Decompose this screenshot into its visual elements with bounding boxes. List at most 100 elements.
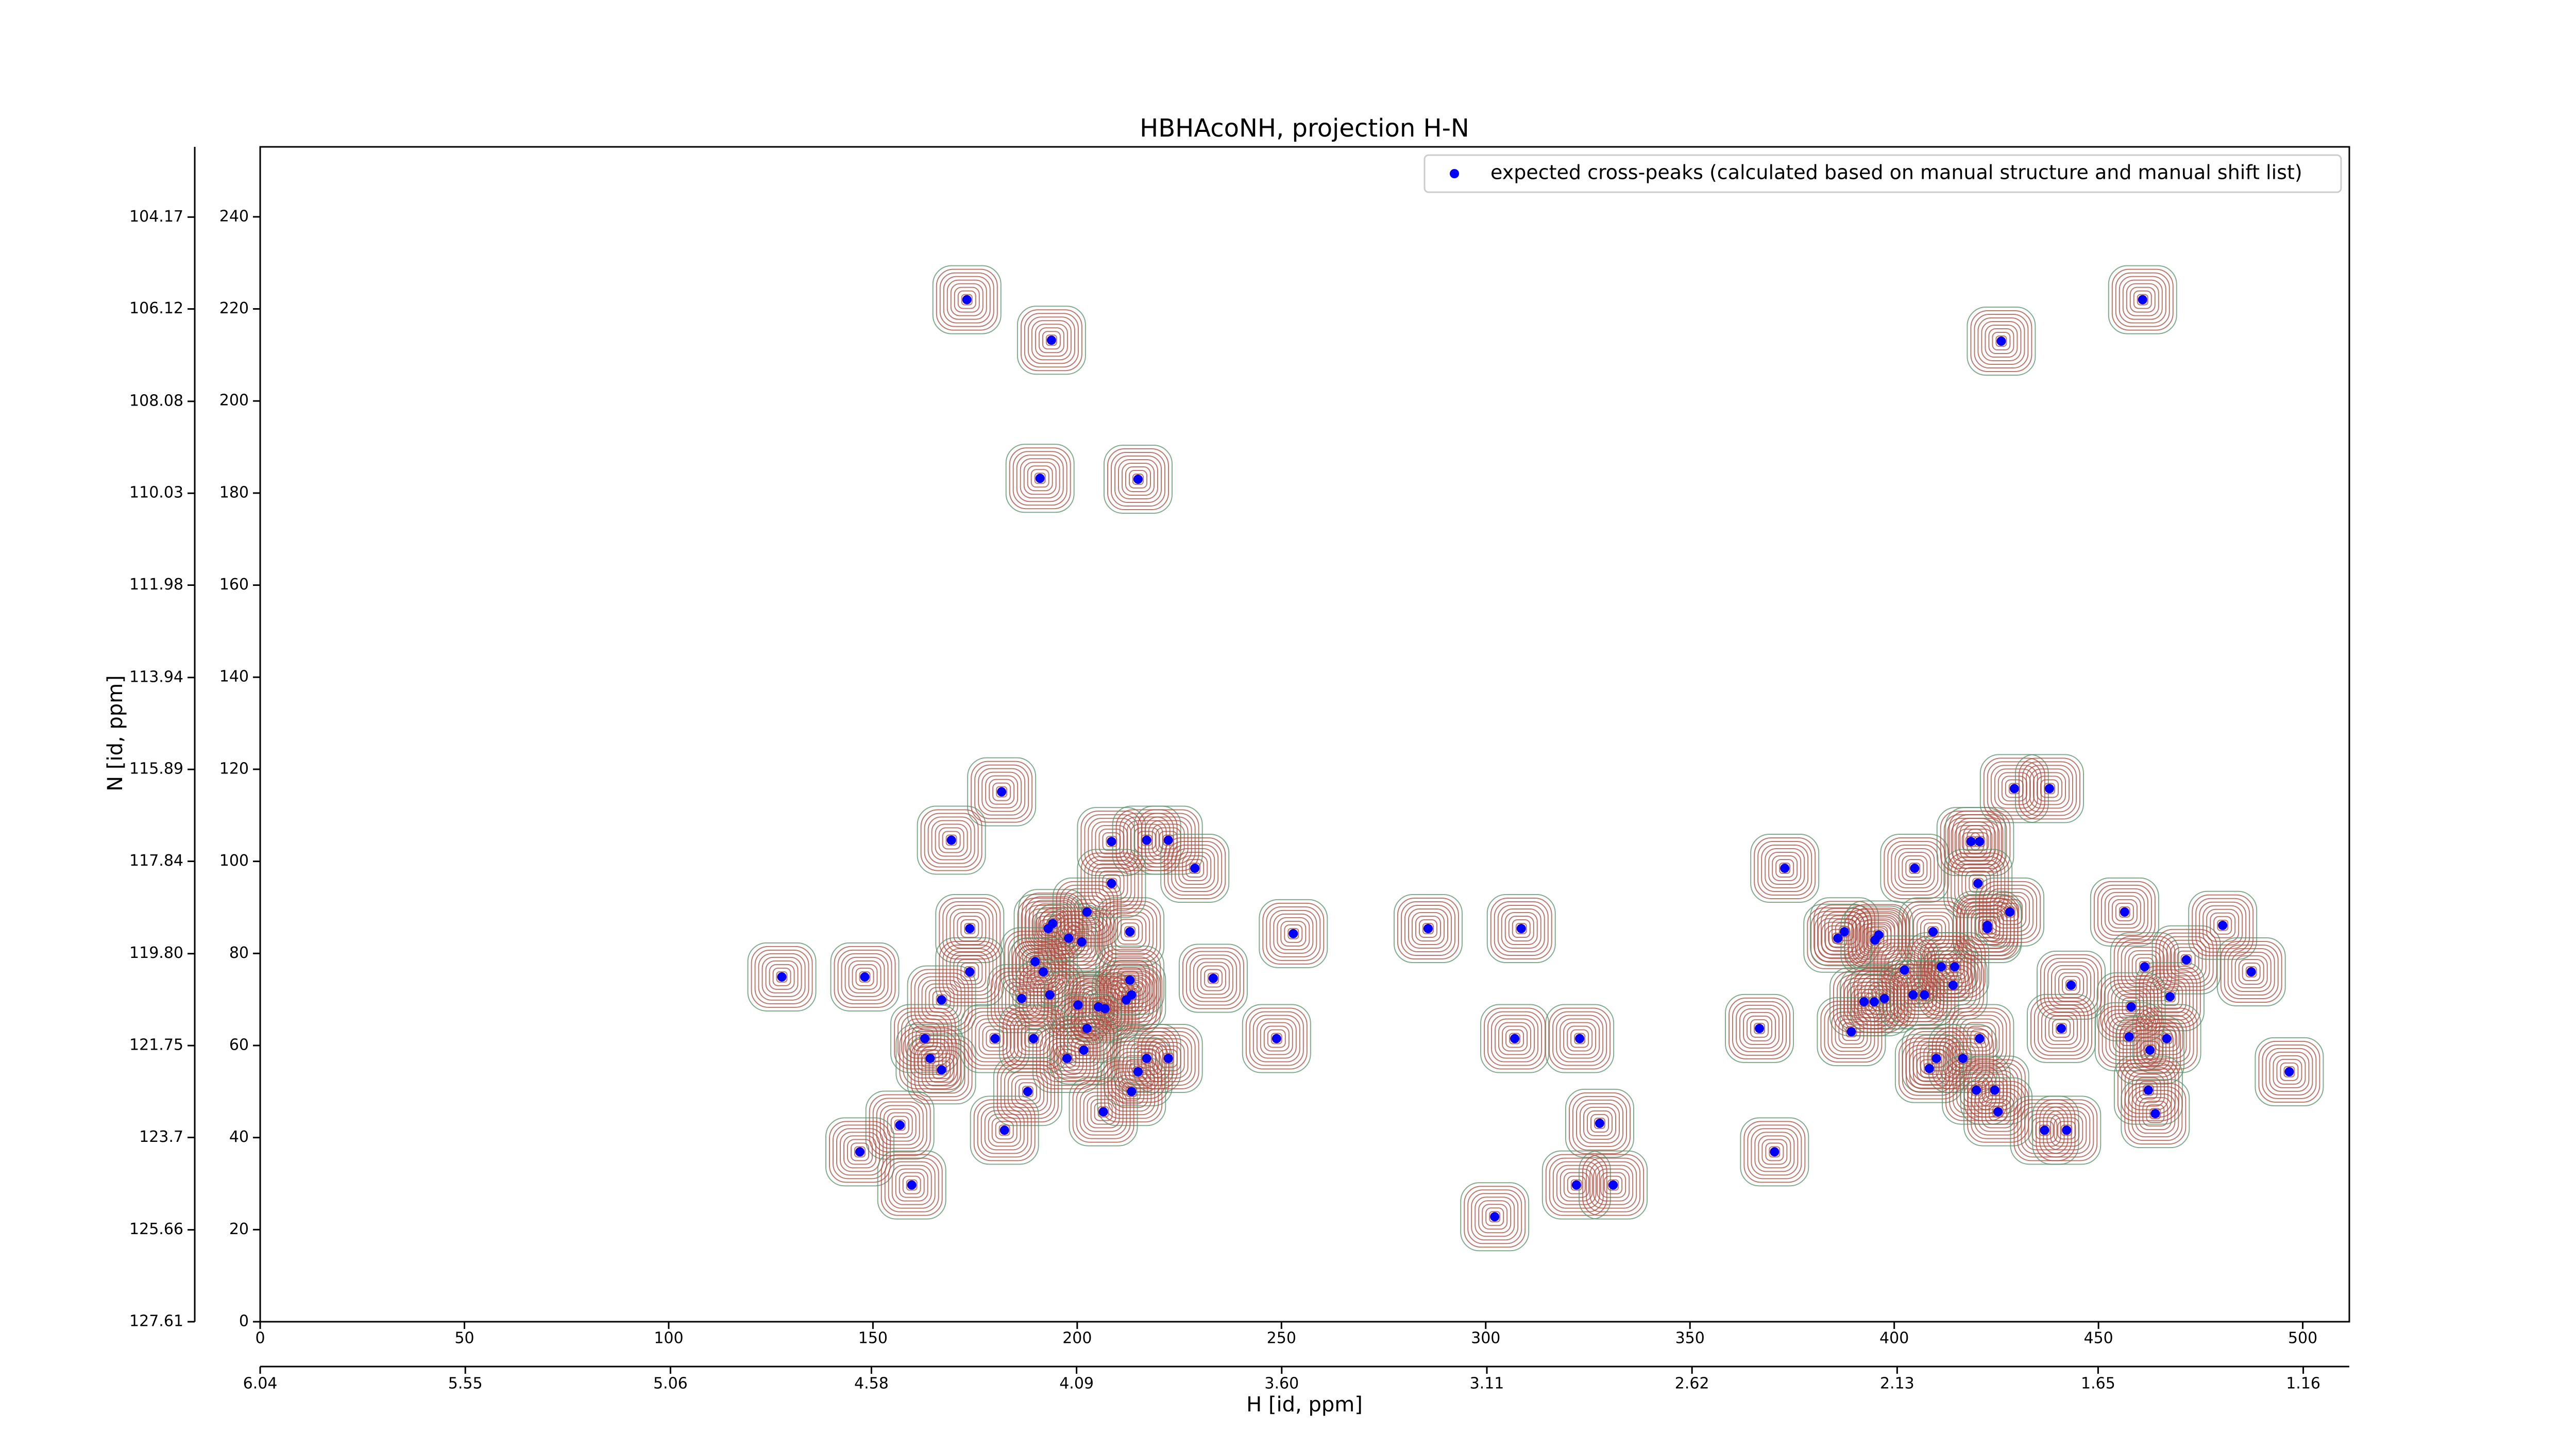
cross-peak	[1073, 1000, 1083, 1010]
cross-peak	[2005, 907, 2015, 917]
contour-ring	[989, 779, 1015, 805]
cross-peak	[1859, 997, 1869, 1007]
contour-ring	[2206, 908, 2240, 942]
contour-ring	[1977, 317, 2025, 365]
contour-ring	[2141, 1040, 2160, 1059]
contour-ring	[1835, 1015, 1868, 1049]
contour-ring	[2131, 1090, 2179, 1138]
cross-peak	[2009, 784, 2019, 794]
cross-peak	[920, 1034, 930, 1043]
contour-ring	[1020, 458, 1060, 499]
contour-ring	[2041, 1008, 2081, 1049]
contour-ring	[921, 1049, 940, 1068]
contour-ring	[935, 823, 968, 857]
contour-ring	[938, 827, 964, 853]
contour-ring	[1498, 1022, 1532, 1055]
contour-ring	[1739, 1008, 1780, 1049]
peak-contours	[825, 1117, 895, 1187]
cross-peak	[965, 924, 975, 934]
contour-ring	[1159, 831, 1178, 850]
contour-ring	[1094, 1102, 1113, 1121]
contour-ring	[902, 1175, 921, 1194]
contour-ring	[2238, 959, 2264, 985]
contour-ring	[1114, 456, 1162, 503]
cross-peak	[1950, 962, 1960, 972]
peak-contours	[1750, 833, 1820, 903]
contour-ring	[1902, 1041, 1957, 1096]
contour-ring	[1464, 1186, 1526, 1248]
contour-ring	[1113, 915, 1147, 949]
contour-ring	[2216, 937, 2286, 1007]
contour-ring	[859, 971, 871, 983]
contour-ring	[2065, 979, 2077, 991]
contour-ring	[974, 764, 1029, 819]
cross-peak	[1900, 965, 1909, 975]
contour-ring	[1084, 856, 1139, 911]
contour-ring	[942, 831, 961, 850]
contour-ring	[2115, 902, 2134, 921]
contour-ring	[1467, 1189, 1522, 1244]
contour-ring	[751, 946, 813, 1008]
contour-ring	[1014, 1079, 1041, 1105]
peak-contours	[1975, 877, 2045, 947]
contour-ring	[2133, 290, 2152, 309]
contour-ring	[854, 1146, 866, 1158]
contour-ring	[928, 1057, 955, 1083]
x-tick-label: 250	[1267, 1329, 1296, 1347]
contour-ring	[1821, 921, 1855, 955]
contour-ring	[2043, 783, 2055, 795]
cross-peak	[2066, 980, 2076, 990]
contour-ring	[1967, 307, 2036, 376]
contour-ring	[2139, 1011, 2194, 1066]
contour-ring	[2149, 1108, 2161, 1120]
peak-contours	[1393, 894, 1463, 964]
chart-title: HBHAcoNH, projection H-N	[1140, 114, 1469, 143]
y2-tick-label: 104.17	[129, 208, 183, 226]
contour-ring	[970, 1096, 1039, 1165]
contour-ring	[1820, 1001, 1883, 1063]
contour-ring	[1277, 917, 1310, 950]
contour-ring	[1890, 960, 1959, 1030]
contour-ring	[907, 965, 976, 1035]
contour-ring	[890, 1116, 909, 1135]
contour-ring	[1969, 874, 1988, 893]
cross-peak	[1575, 1034, 1585, 1043]
contour-ring	[2202, 905, 2243, 946]
contour-ring	[758, 953, 806, 1001]
contour-ring	[1263, 1025, 1290, 1052]
legend-label: expected cross-peaks (calculated based o…	[1490, 161, 2302, 184]
contour-ring	[1594, 1117, 1605, 1129]
y2-tick-label: 119.80	[129, 944, 183, 962]
contour-ring	[946, 279, 987, 320]
peak-contours	[2151, 925, 2221, 995]
contour-ring	[988, 1114, 1021, 1147]
contour-ring	[2139, 961, 2150, 973]
y-tick-label: 240	[219, 207, 249, 225]
contour-ring	[847, 1139, 873, 1165]
contour-ring	[1252, 1015, 1300, 1063]
contour-ring	[1567, 1175, 1586, 1194]
contour-ring	[890, 1004, 960, 1073]
contour-ring	[931, 820, 972, 861]
contour-ring	[1418, 919, 1437, 938]
contour-ring	[1747, 1015, 1773, 1041]
contour-ring	[1832, 932, 1844, 944]
contour-ring	[2108, 265, 2177, 334]
contour-ring	[1912, 1052, 1946, 1085]
cross-peak	[2181, 955, 2191, 965]
contour-ring	[1575, 1099, 1623, 1147]
peak-contours	[1133, 1023, 1203, 1093]
cross-peak	[1931, 1053, 1941, 1063]
contour-ring	[2258, 1040, 2320, 1103]
contour-ring	[1897, 967, 1952, 1022]
contour-ring	[776, 971, 788, 983]
cross-peak	[2062, 1125, 2072, 1135]
contour-ring	[1582, 1154, 1645, 1216]
contour-ring	[1997, 899, 2023, 925]
contour-ring	[1486, 894, 1556, 964]
contour-ring	[1924, 922, 1943, 941]
cross-peak	[1839, 927, 1849, 937]
contour-ring	[899, 1172, 925, 1198]
y2-tick-label: 115.89	[129, 760, 183, 778]
